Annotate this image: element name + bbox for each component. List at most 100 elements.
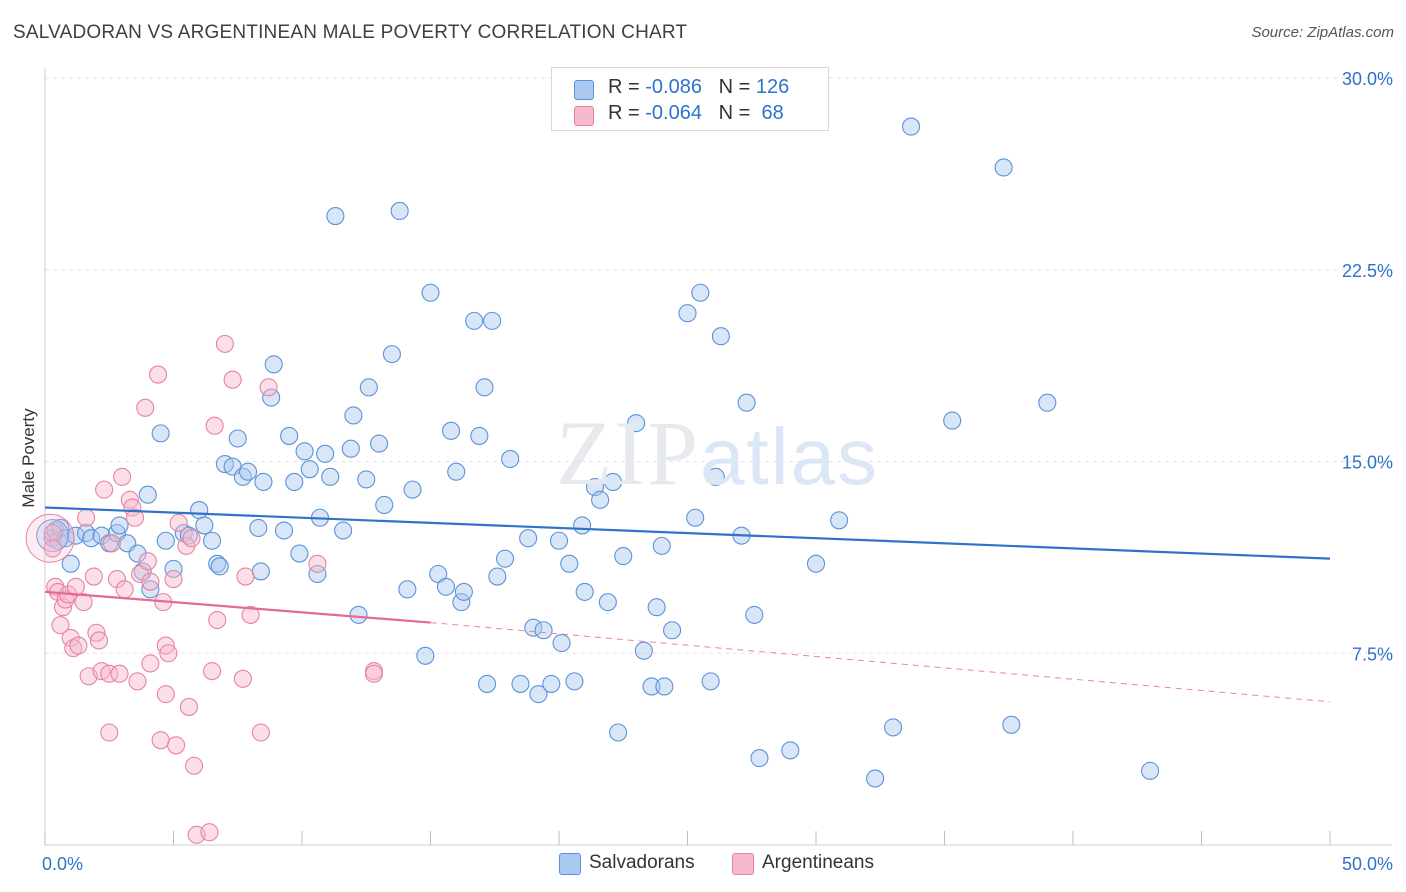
salvadoran-point (614, 547, 633, 566)
legend-r-value: -0.086 (645, 76, 702, 98)
salvadoran-point (475, 378, 494, 397)
argentinean-point (56, 590, 75, 609)
y-axis-label: Male Poverty (19, 408, 38, 508)
argentinean-point (107, 570, 127, 589)
salvadoran-point (208, 554, 227, 573)
salvadoran-point (627, 414, 646, 433)
salvadoran-point (529, 685, 548, 704)
salvadoran-point (519, 529, 538, 548)
salvadoran-point (195, 516, 214, 535)
legend-n-label: N = (718, 102, 756, 124)
salvadoran-point (483, 311, 502, 330)
argentinean-point (215, 334, 234, 353)
salvadoran-point (436, 577, 455, 596)
argentinean-point (179, 697, 198, 716)
legend-r-label: R = (608, 102, 646, 124)
argentinean-point (69, 636, 88, 655)
salvadoran-point (686, 508, 705, 527)
salvadoran-point (706, 467, 725, 486)
salvadoran-point (210, 557, 229, 576)
salvadoran-point (745, 605, 764, 624)
argentineans-trend-line (44, 590, 431, 624)
salvadorans-trend-line (44, 506, 1331, 560)
salvadoran-point (190, 501, 209, 520)
argentinean-point (141, 572, 160, 591)
argentinean-point (84, 567, 103, 586)
salvadoran-point (781, 741, 800, 760)
salvadoran-point (634, 641, 653, 660)
salvadoran-point (46, 521, 65, 540)
legend-swatch (732, 853, 754, 875)
salvadoran-point (295, 442, 314, 461)
salvadoran-point (663, 621, 682, 640)
argentinean-point (43, 524, 62, 543)
salvadoran-point (501, 449, 520, 468)
salvadoran-point (1038, 393, 1057, 412)
salvadoran-point (609, 723, 628, 742)
argentinean-point (164, 570, 183, 589)
legend-n-value: 68 (755, 102, 784, 124)
salvadoran-point (66, 526, 85, 545)
salvadoran-point (262, 388, 281, 407)
argentinean-point (141, 654, 160, 673)
argentinean-point (364, 664, 384, 683)
salvadoran-point (652, 536, 671, 555)
salvadoran-point (542, 674, 561, 693)
gridlines (45, 77, 1392, 654)
argentinean-point (43, 539, 62, 558)
argentinean-point (89, 631, 109, 650)
salvadoran-point (382, 345, 402, 364)
salvadoran-point (1141, 761, 1160, 780)
salvadoran-point (943, 411, 962, 430)
argentinean-point (110, 664, 129, 683)
salvadoran-point (138, 485, 157, 504)
salvadoran-point (203, 531, 222, 550)
salvadoran-point (421, 283, 440, 302)
argentinean-point (200, 823, 219, 842)
legend-n-label: N = (718, 76, 756, 98)
salvadoran-point (603, 472, 623, 492)
salvadoran-point (300, 460, 319, 479)
argentinean-point (223, 370, 242, 389)
source-label: Source: ZipAtlas.com (1251, 24, 1394, 41)
argentinean-point (233, 669, 252, 688)
salvadoran-point (128, 544, 147, 563)
salvadoran-point (454, 582, 473, 601)
argentinean-point (149, 365, 168, 384)
watermark: ZIPatlas (556, 400, 879, 506)
argentinean-point (205, 416, 224, 435)
salvadoran-point (61, 554, 80, 573)
argentinean-point (100, 664, 119, 683)
argentinean-point (251, 723, 270, 742)
salvadoran-point (452, 593, 471, 612)
salvadoran-point (341, 439, 360, 458)
argentinean-point (259, 378, 278, 397)
argentinean-point (74, 593, 93, 612)
salvadoran-point (228, 429, 247, 448)
argentinean-point (241, 605, 260, 624)
argentinean-point (113, 467, 132, 486)
argentinean-point (128, 672, 147, 691)
salvadorans-points (36, 117, 1160, 788)
salvadoran-point (488, 567, 507, 586)
salvadoran-point (711, 327, 730, 346)
x-tick-label: 50.0% (1342, 854, 1393, 874)
salvadoran-point (179, 526, 198, 545)
salvadoran-point (884, 718, 903, 737)
argentinean-point (77, 508, 96, 527)
salvadoran-point (524, 618, 543, 637)
argentinean-point (151, 731, 170, 750)
salvadoran-point (251, 562, 270, 581)
salvadoran-point (110, 516, 129, 535)
salvadoran-point (416, 646, 435, 665)
argentinean-point (102, 534, 121, 553)
salvadoran-point (359, 378, 378, 397)
argentinean-point (61, 628, 80, 647)
salvadoran-point (326, 207, 345, 226)
salvadoran-point (495, 549, 515, 568)
salvadoran-point (573, 516, 592, 535)
argentinean-cluster-point (25, 513, 75, 563)
salvadoran-point (565, 672, 584, 691)
salvadoran-cluster-point (36, 519, 70, 553)
axes (44, 68, 1392, 846)
